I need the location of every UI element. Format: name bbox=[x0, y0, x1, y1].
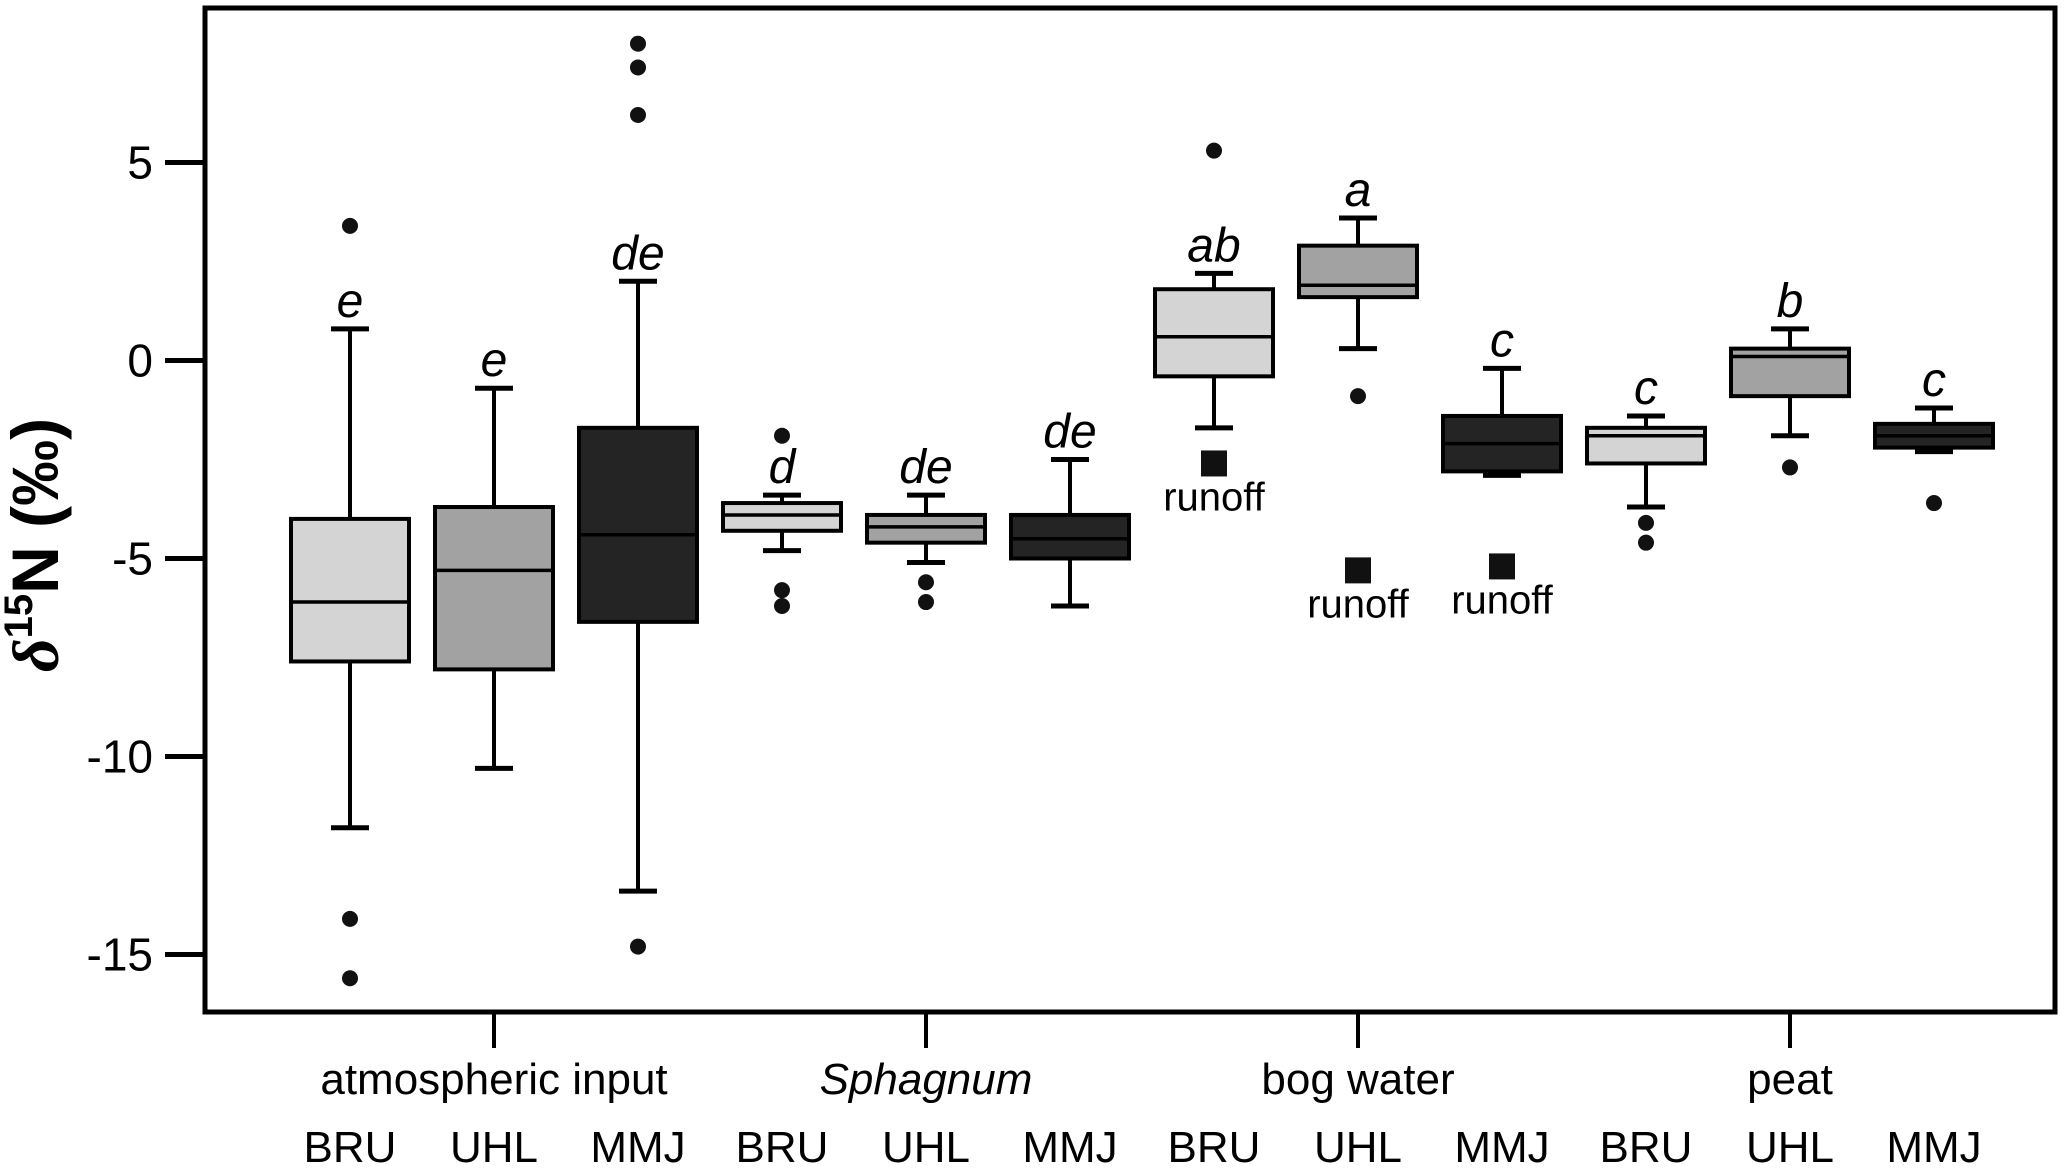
y-axis-tick-label: -5 bbox=[112, 533, 153, 585]
box-UHL bbox=[865, 512, 987, 545]
box-BRU bbox=[721, 501, 843, 533]
y-axis-title: δ15N (‰) bbox=[0, 418, 73, 672]
site-label-bru: BRU bbox=[1168, 1123, 1261, 1169]
group-label-atmospheric-input: atmospheric input bbox=[320, 1055, 667, 1104]
significance-letter: ab bbox=[1187, 219, 1240, 272]
outlier-dot bbox=[1782, 459, 1798, 476]
outlier-dot bbox=[774, 582, 790, 599]
outlier-dot bbox=[774, 427, 790, 444]
significance-letter: c bbox=[1490, 314, 1514, 367]
group-label-sphagnum: Sphagnum bbox=[820, 1055, 1033, 1104]
box-MMJ bbox=[1009, 512, 1131, 561]
outlier-dot bbox=[630, 106, 646, 123]
site-label-bru: BRU bbox=[304, 1123, 397, 1169]
box-UHL bbox=[433, 505, 555, 672]
y-axis-title-symbol: δ bbox=[0, 638, 73, 672]
significance-letter: de bbox=[1043, 406, 1096, 459]
site-label-mmj: MMJ bbox=[590, 1123, 685, 1169]
significance-letter: d bbox=[769, 441, 797, 494]
significance-letter: c bbox=[1634, 362, 1658, 415]
site-label-mmj: MMJ bbox=[1022, 1123, 1117, 1169]
site-label-uhl: UHL bbox=[450, 1123, 538, 1169]
outlier-dot bbox=[774, 598, 790, 615]
site-label-uhl: UHL bbox=[1314, 1123, 1402, 1169]
outlier-dot bbox=[342, 970, 358, 987]
group-label-bog-water: bog water bbox=[1261, 1055, 1454, 1104]
runoff-marker bbox=[1201, 450, 1227, 477]
significance-letter: b bbox=[1777, 275, 1804, 328]
y-axis-tick-label: -10 bbox=[87, 731, 153, 783]
site-label-mmj: MMJ bbox=[1886, 1123, 1981, 1169]
outlier-dot bbox=[1206, 142, 1222, 159]
site-label-bru: BRU bbox=[736, 1123, 829, 1169]
significance-letter: de bbox=[899, 441, 952, 494]
y-axis-tick-label: 0 bbox=[127, 335, 153, 387]
box-BRU bbox=[1585, 425, 1707, 466]
y-axis-title-rest: N (‰) bbox=[0, 418, 72, 594]
runoff-marker bbox=[1489, 553, 1515, 580]
outlier-dot bbox=[630, 938, 646, 955]
outlier-dot bbox=[918, 594, 934, 611]
plot-frame bbox=[202, 5, 2058, 1015]
site-label-uhl: UHL bbox=[882, 1123, 970, 1169]
outlier-dot bbox=[1926, 495, 1942, 512]
significance-letter: e bbox=[481, 334, 508, 387]
outlier-dot bbox=[1638, 514, 1654, 531]
y-axis-tick-label: -15 bbox=[87, 929, 153, 981]
outlier-dot bbox=[630, 35, 646, 52]
outlier-dot bbox=[1350, 388, 1366, 405]
box-MMJ bbox=[577, 425, 699, 624]
significance-letter: c bbox=[1922, 354, 1946, 407]
group-label-peat: peat bbox=[1747, 1055, 1833, 1104]
runoff-label: runoff bbox=[1451, 578, 1553, 622]
outlier-dot bbox=[630, 59, 646, 76]
plot-area: 50-5-10-15eBRUeUHLdeMMJdBRUdeUHLdeMMJabB… bbox=[87, 5, 2058, 1169]
significance-letter: e bbox=[337, 275, 364, 328]
outlier-dot bbox=[342, 910, 358, 927]
outlier-dot bbox=[918, 574, 934, 591]
y-axis-tick-label: 5 bbox=[127, 137, 153, 189]
significance-letter: de bbox=[611, 227, 664, 280]
runoff-marker bbox=[1345, 557, 1371, 584]
outlier-dot bbox=[342, 217, 358, 234]
runoff-label: runoff bbox=[1163, 475, 1265, 519]
site-label-mmj: MMJ bbox=[1454, 1123, 1549, 1169]
outlier-dot bbox=[1638, 534, 1654, 551]
runoff-label: runoff bbox=[1307, 582, 1409, 626]
site-label-uhl: UHL bbox=[1746, 1123, 1834, 1169]
significance-letter: a bbox=[1345, 164, 1372, 217]
box-BRU bbox=[1153, 287, 1275, 379]
site-label-bru: BRU bbox=[1600, 1123, 1693, 1169]
box-UHL bbox=[1297, 243, 1419, 300]
y-axis-title-superscript: 15 bbox=[0, 594, 41, 639]
box-BRU bbox=[289, 516, 411, 664]
